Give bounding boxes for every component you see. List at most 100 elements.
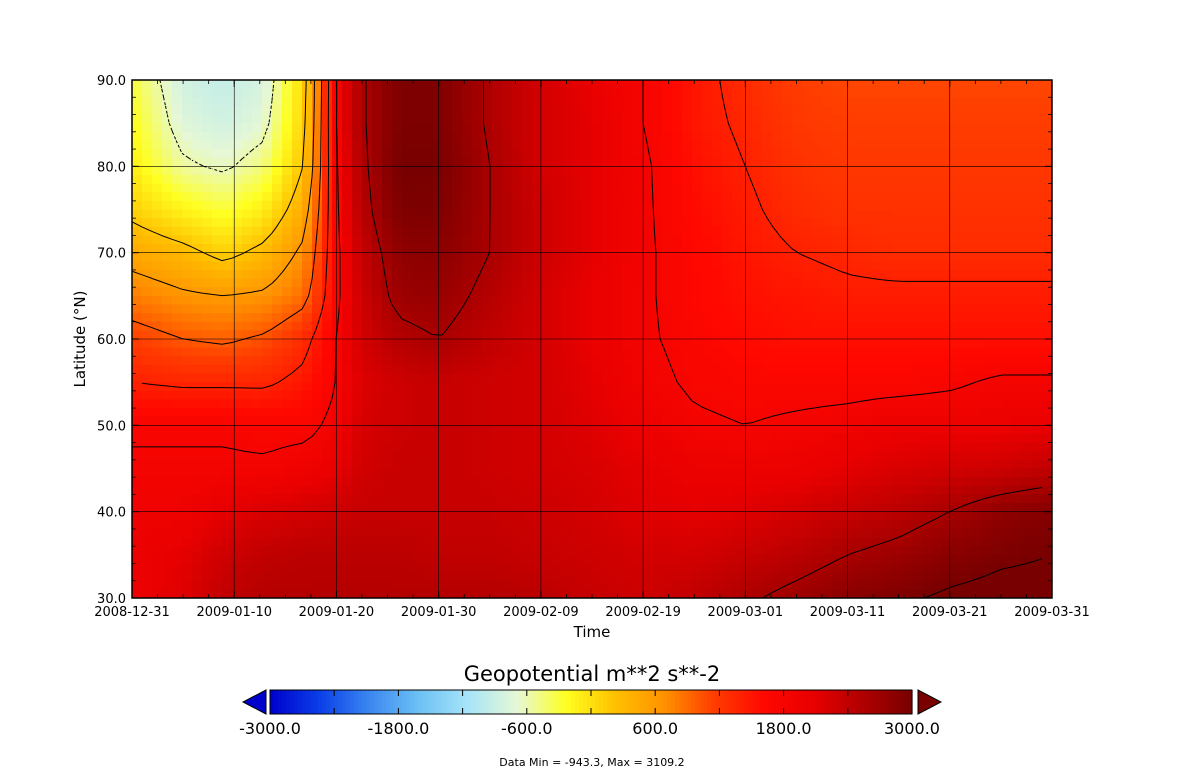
heatmap-cell	[382, 330, 393, 340]
heatmap-cell	[662, 356, 673, 366]
heatmap-cell	[212, 218, 223, 228]
heatmap-cell	[1002, 459, 1013, 470]
heatmap-cell	[442, 278, 453, 288]
heatmap-cell	[1032, 330, 1043, 340]
heatmap-cell	[482, 140, 493, 150]
heatmap-cell	[1012, 485, 1023, 495]
heatmap-cell	[272, 382, 283, 392]
heatmap-cell	[132, 192, 143, 202]
heatmap-cell	[812, 252, 823, 262]
heatmap-cell	[812, 537, 823, 547]
heatmap-cell	[782, 416, 793, 426]
heatmap-cell	[342, 183, 353, 193]
heatmap-cell	[642, 218, 653, 228]
heatmap-cell	[922, 451, 933, 461]
heatmap-cell	[652, 157, 663, 167]
heatmap-cell	[622, 244, 633, 254]
heatmap-cell	[192, 546, 203, 556]
heatmap-cell	[422, 503, 433, 513]
heatmap-cell	[442, 166, 453, 176]
heatmap-cell	[872, 321, 883, 331]
heatmap-cell	[622, 80, 633, 90]
heatmap-cell	[582, 304, 593, 314]
heatmap-cell	[302, 261, 313, 271]
heatmap-cell	[712, 97, 723, 107]
heatmap-cell	[312, 503, 323, 513]
heatmap-cell	[472, 226, 483, 236]
heatmap-cell	[982, 528, 993, 539]
heatmap-cell	[992, 287, 1003, 297]
heatmap-cell	[532, 97, 543, 107]
heatmap-cell	[442, 295, 453, 306]
heatmap-cell	[182, 123, 193, 133]
heatmap-cell	[992, 235, 1003, 245]
heatmap-cell	[922, 278, 933, 288]
heatmap-cell	[352, 166, 363, 176]
heatmap-cell	[822, 209, 833, 219]
heatmap-cell	[392, 425, 403, 435]
heatmap-cell	[202, 166, 213, 176]
heatmap-cell	[1022, 451, 1033, 461]
heatmap-cell	[922, 477, 933, 487]
heatmap-cell	[342, 416, 353, 426]
heatmap-cell	[892, 114, 903, 124]
heatmap-cell	[262, 174, 273, 185]
heatmap-cell	[862, 183, 873, 193]
heatmap-cell	[1002, 425, 1013, 435]
heatmap-cell	[932, 88, 943, 98]
heatmap-cell	[602, 209, 613, 219]
heatmap-cell	[772, 511, 783, 521]
heatmap-cell	[812, 494, 823, 504]
heatmap-cell	[712, 503, 723, 513]
heatmap-cell	[332, 520, 343, 530]
heatmap-cell	[242, 174, 253, 185]
heatmap-cell	[882, 88, 893, 98]
heatmap-cell	[272, 209, 283, 219]
heatmap-cell	[332, 399, 343, 409]
heatmap-cell	[342, 364, 353, 375]
heatmap-cell	[922, 399, 933, 409]
heatmap-cell	[932, 477, 943, 487]
heatmap-cell	[352, 105, 363, 116]
heatmap-cell	[662, 140, 673, 150]
heatmap-cell	[222, 364, 233, 375]
heatmap-cell	[552, 347, 563, 357]
heatmap-cell	[612, 528, 623, 539]
heatmap-cell	[322, 520, 333, 530]
heatmap-cell	[312, 520, 323, 530]
heatmap-cell	[412, 520, 423, 530]
heatmap-cell	[572, 209, 583, 219]
heatmap-cell	[752, 200, 763, 211]
heatmap-cell	[482, 477, 493, 487]
heatmap-cell	[1022, 269, 1033, 280]
heatmap-cell	[732, 174, 743, 185]
heatmap-cell	[332, 528, 343, 539]
heatmap-cell	[442, 244, 453, 254]
heatmap-cell	[442, 494, 453, 504]
heatmap-cell	[492, 503, 503, 513]
heatmap-cell	[642, 339, 653, 349]
heatmap-cell	[422, 131, 433, 142]
heatmap-cell	[992, 520, 1003, 530]
heatmap-cell	[142, 468, 153, 478]
heatmap-cell	[452, 382, 463, 392]
heatmap-cell	[832, 218, 843, 228]
heatmap-cell	[632, 261, 643, 271]
heatmap-cell	[162, 537, 173, 547]
heatmap-cell	[452, 174, 463, 185]
heatmap-cell	[392, 546, 403, 556]
heatmap-cell	[882, 278, 893, 288]
heatmap-cell	[792, 433, 803, 444]
heatmap-cell	[282, 433, 293, 444]
heatmap-cell	[572, 80, 583, 90]
heatmap-cell	[302, 140, 313, 150]
heatmap-cell	[792, 382, 803, 392]
heatmap-cell	[442, 304, 453, 314]
heatmap-cell	[302, 123, 313, 133]
heatmap-cell	[742, 313, 753, 323]
heatmap-cell	[152, 528, 163, 539]
heatmap-cell	[382, 114, 393, 124]
heatmap-cell	[452, 183, 463, 193]
heatmap-cell	[352, 408, 363, 418]
heatmap-cell	[662, 364, 673, 375]
